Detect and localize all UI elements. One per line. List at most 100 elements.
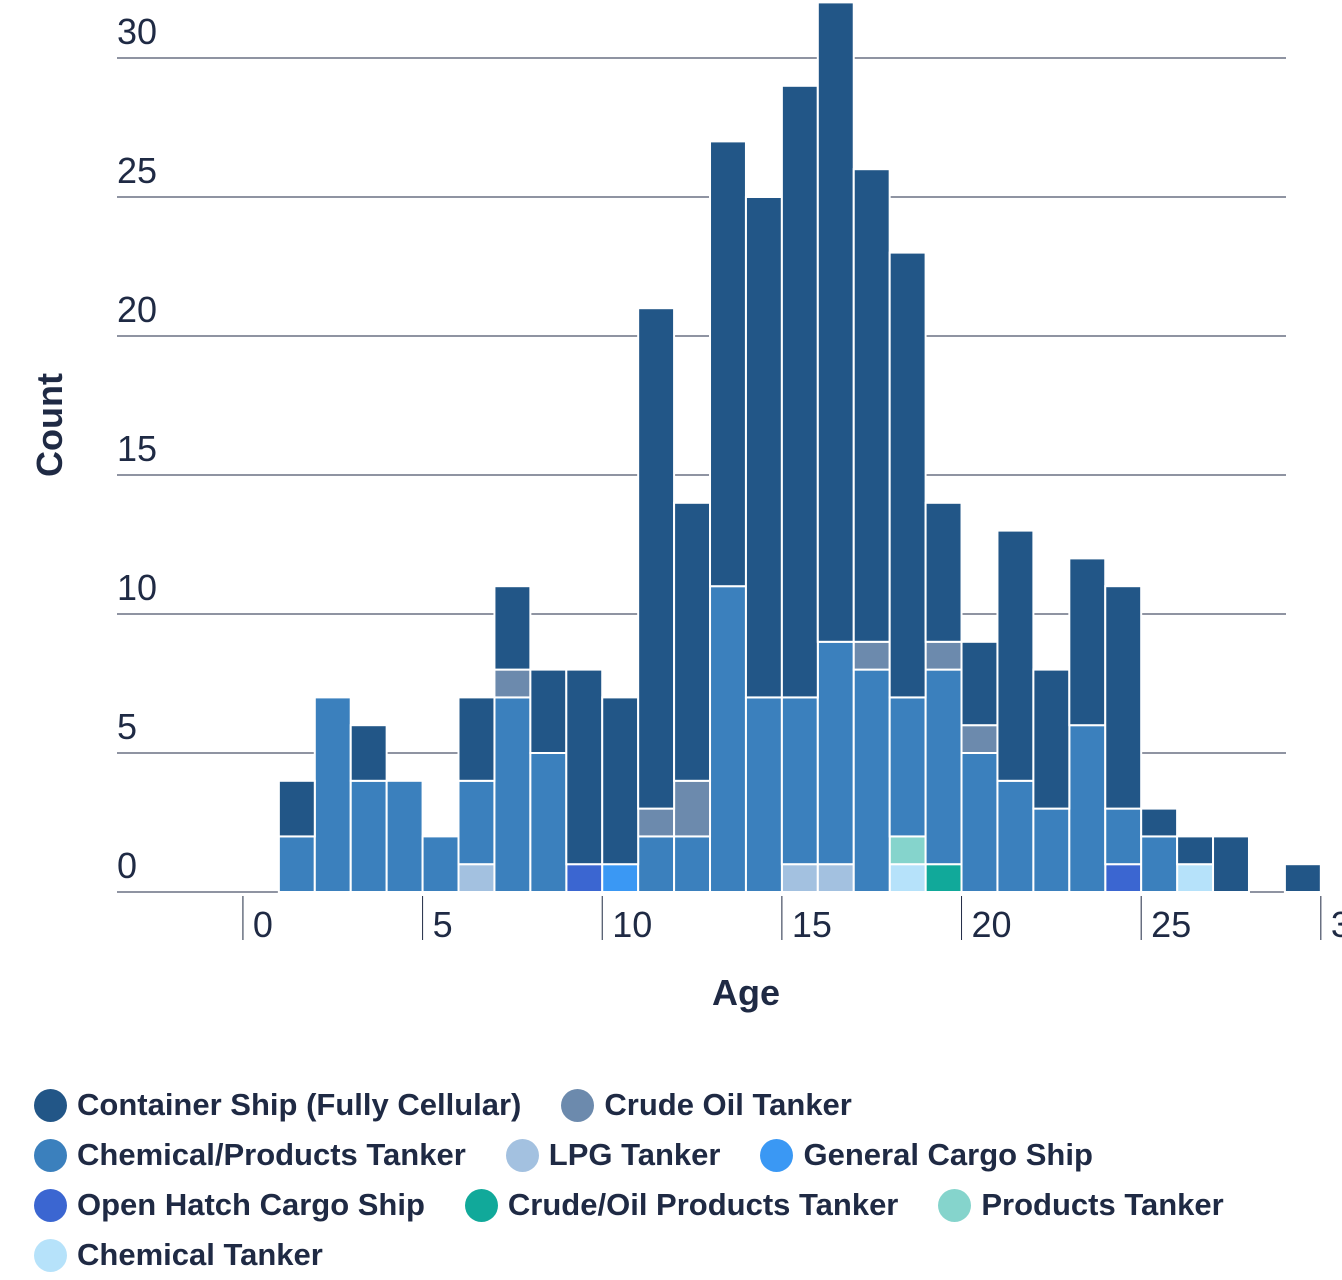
y-tick-label: 5 <box>117 706 137 747</box>
legend-row: Open Hatch Cargo Ship Crude/Oil Products … <box>34 1180 1342 1230</box>
legend-label: Crude Oil Tanker <box>604 1087 852 1122</box>
y-axis: 0 5 10 15 20 25 30 <box>117 11 157 886</box>
x-tick-label: 0 <box>253 904 273 945</box>
legend-swatch <box>760 1138 794 1172</box>
bar-segment <box>816 863 855 894</box>
bar-segment <box>816 1 855 643</box>
legend-swatch <box>561 1088 595 1122</box>
bar-segment <box>960 640 999 727</box>
bar-segment <box>709 140 747 588</box>
bar-segment <box>637 307 676 810</box>
bar-segment <box>457 696 496 782</box>
bar-segment <box>313 696 352 894</box>
bar-segment <box>888 835 927 866</box>
bar-segment <box>277 779 316 838</box>
x-tick-label: 10 <box>612 904 652 945</box>
bar-segment <box>780 863 819 894</box>
legend-item: Crude/Oil Products Tanker <box>464 1187 898 1223</box>
bar-segment <box>852 168 891 643</box>
legend-label: Container Ship (Fully Cellular) <box>77 1087 522 1122</box>
bar-segment <box>457 863 496 894</box>
bar-segment <box>1283 863 1322 894</box>
y-tick-label: 0 <box>117 845 137 886</box>
legend-label: General Cargo Ship <box>803 1137 1093 1172</box>
y-tick-label: 10 <box>117 567 157 608</box>
legend-row: Chemical Tanker <box>34 1230 1342 1280</box>
bar-segment <box>601 696 640 866</box>
bar-segment <box>924 501 963 643</box>
bar-segment <box>780 84 819 699</box>
bar-segment <box>1104 585 1143 810</box>
bar-segment <box>529 668 568 754</box>
y-tick-label: 15 <box>117 428 157 469</box>
bar-segment <box>996 779 1035 893</box>
bar-segment <box>673 779 712 838</box>
bar-segment <box>565 863 604 894</box>
bar-segment <box>960 752 999 893</box>
bar-segment <box>493 585 532 671</box>
legend-row: Chemical/Products Tanker LPG Tanker Genera… <box>34 1130 1342 1180</box>
bar-segment <box>637 835 676 894</box>
bar-segment <box>673 835 712 894</box>
bar-segment <box>816 640 855 866</box>
x-tick-label: 5 <box>433 904 453 945</box>
x-tick-label: 25 <box>1151 904 1191 945</box>
bar-segment <box>1032 807 1071 893</box>
legend-label: Open Hatch Cargo Ship <box>77 1187 425 1222</box>
bar-segment <box>493 696 532 894</box>
legend-row: Container Ship (Fully Cellular) Crude Oil… <box>34 1080 1342 1130</box>
bar-segment <box>852 668 891 893</box>
legend-item: Chemical Tanker <box>34 1237 323 1273</box>
bar-segment <box>852 640 891 671</box>
y-tick-label: 30 <box>117 11 157 52</box>
bar-segment <box>1176 863 1215 894</box>
bar-segment <box>1212 835 1250 894</box>
legend-swatch <box>34 1138 67 1172</box>
x-tick-label: 30 <box>1331 904 1342 945</box>
y-tick-label: 20 <box>117 289 157 330</box>
bar-segment <box>924 640 963 671</box>
y-axis-title: Count <box>29 373 70 477</box>
legend: Container Ship (Fully Cellular) Crude Oil… <box>34 1080 1342 1280</box>
legend-label: LPG Tanker <box>548 1137 721 1172</box>
bar-segment <box>421 835 460 894</box>
y-tick-label: 25 <box>117 150 157 191</box>
bar-segment <box>349 724 388 782</box>
bar-segment <box>457 779 496 866</box>
bar-segment <box>780 696 819 866</box>
legend-item: Products Tanker <box>938 1187 1224 1223</box>
bar-segment <box>565 668 604 866</box>
legend-swatch <box>464 1188 498 1222</box>
bar-segment <box>1140 835 1179 894</box>
legend-item: Chemical/Products Tanker <box>34 1137 466 1173</box>
bars <box>277 1 1322 894</box>
bar-segment <box>277 835 316 894</box>
bar-segment <box>1068 724 1107 894</box>
bar-segment <box>996 529 1035 782</box>
legend-swatch <box>34 1238 67 1272</box>
legend-item: Crude Oil Tanker <box>561 1087 852 1123</box>
bar-segment <box>349 779 388 893</box>
bar-segment <box>960 724 999 755</box>
bar-segment <box>888 251 927 699</box>
legend-swatch <box>505 1138 539 1172</box>
bar-segment <box>709 585 747 893</box>
bar-segment <box>924 668 963 866</box>
x-tick-label: 20 <box>972 904 1012 945</box>
legend-label: Products Tanker <box>981 1187 1224 1222</box>
legend-item: Open Hatch Cargo Ship <box>34 1187 425 1223</box>
bar-segment <box>1032 668 1071 810</box>
bar-segment <box>888 696 927 838</box>
stacked-histogram-chart: 0 5 10 15 20 25 30 0 5 10 15 20 25 30 Age Count <box>29 1 1342 1013</box>
legend-label: Chemical Tanker <box>77 1237 323 1272</box>
bar-segment <box>601 863 640 894</box>
bar-segment <box>888 863 927 894</box>
x-axis-title: Age <box>712 972 780 1013</box>
bar-segment <box>1104 863 1143 894</box>
legend-item: General Cargo Ship <box>760 1137 1093 1173</box>
legend-item: Container Ship (Fully Cellular) <box>34 1087 521 1123</box>
legend-swatch <box>938 1188 972 1222</box>
bar-segment <box>1104 807 1143 866</box>
bar-segment <box>924 863 963 894</box>
bar-segment <box>1068 557 1107 727</box>
